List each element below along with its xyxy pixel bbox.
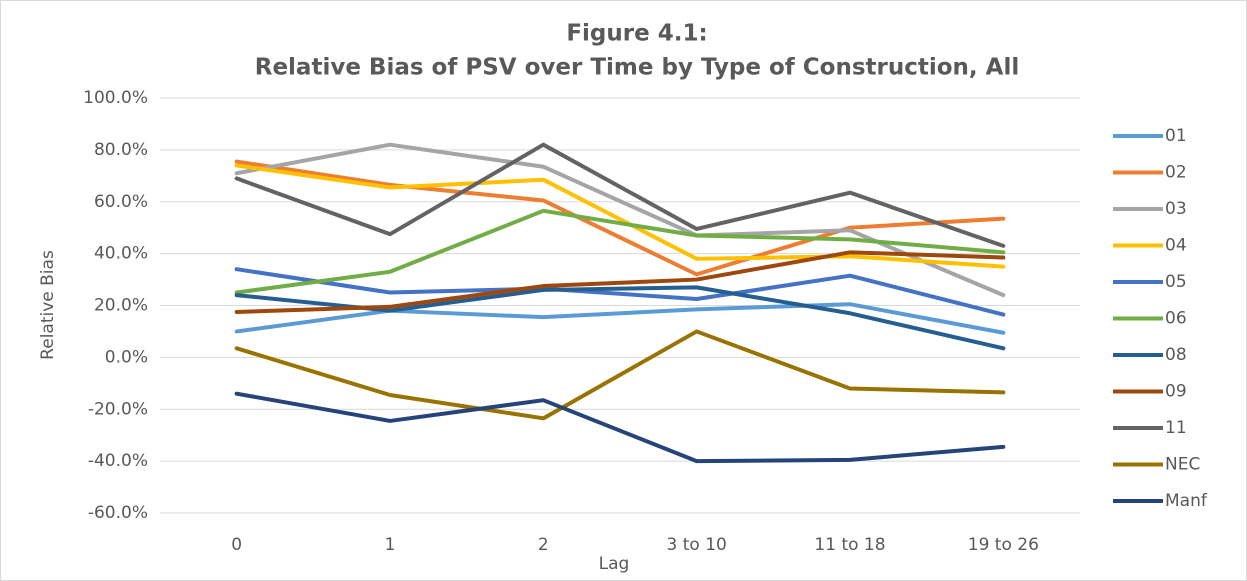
series-line	[234, 302, 1006, 335]
series-line	[234, 250, 1006, 314]
y-tick-label: 20.0%	[94, 296, 148, 316]
series-line	[234, 208, 1006, 295]
legend-label: NEC	[1165, 455, 1200, 475]
chart-subtitle: Relative Bias of PSV over Time by Type o…	[255, 55, 1020, 81]
y-tick-label: 100.0%	[83, 88, 148, 108]
y-tick-label: 40.0%	[94, 244, 148, 264]
legend-label: 03	[1165, 199, 1187, 219]
y-tick-label: 60.0%	[94, 192, 148, 212]
legend-label: 04	[1165, 236, 1187, 256]
legend-label: 02	[1165, 163, 1187, 183]
legend-label: 11	[1165, 418, 1187, 438]
series-line	[234, 391, 1006, 464]
x-axis-label: Lag	[599, 554, 630, 574]
series-line	[234, 142, 1006, 248]
x-tick-label: 3 to 10	[667, 535, 727, 555]
legend-label: 09	[1165, 382, 1187, 402]
y-tick-label: -60.0%	[88, 503, 148, 523]
series-line	[234, 163, 1006, 269]
x-tick-label: 0	[231, 535, 242, 555]
legend-label: 05	[1165, 272, 1187, 292]
x-tick-label: 11 to 18	[814, 535, 885, 555]
legend-label: 06	[1165, 309, 1187, 329]
x-tick-label: 2	[538, 535, 549, 555]
legend-label: Manf	[1165, 491, 1208, 511]
legend-label: 08	[1165, 345, 1187, 365]
chart-title: Figure 4.1:	[566, 21, 707, 47]
y-axis-label: Relative Bias	[38, 250, 58, 360]
series-line	[234, 329, 1006, 421]
x-tick-label: 19 to 26	[968, 535, 1039, 555]
series-line	[234, 159, 1006, 277]
y-tick-label: -20.0%	[88, 399, 148, 419]
legend-label: 01	[1165, 126, 1187, 146]
x-tick-label: 1	[385, 535, 396, 555]
y-tick-label: 0.0%	[105, 347, 148, 367]
series-line	[234, 267, 1006, 317]
y-tick-label: -40.0%	[88, 451, 148, 471]
y-tick-label: 80.0%	[94, 140, 148, 160]
